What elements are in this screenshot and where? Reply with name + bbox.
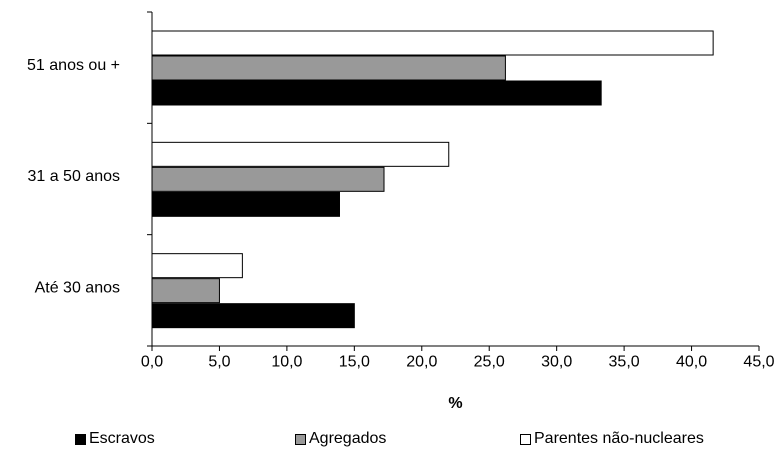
bar-escravos-2 (151, 303, 355, 329)
category-label: 31 a 50 anos (27, 168, 120, 185)
x-tick-label: 0,0 (141, 353, 163, 370)
category-label: 51 anos ou + (27, 57, 120, 74)
bar-escravos-1 (151, 191, 340, 217)
bar-agregados-1 (151, 166, 385, 192)
legend-swatch (75, 433, 86, 445)
x-tick-label: 15,0 (339, 353, 370, 370)
bar-parentes-n-o-nucleares-0 (151, 30, 714, 56)
bar-agregados-0 (151, 55, 506, 81)
bar-escravos-0 (151, 80, 602, 106)
x-tick-label: 20,0 (406, 353, 437, 370)
legend-label: Parentes não-nucleares (534, 430, 704, 447)
bar-agregados-2 (151, 278, 220, 304)
legend-swatch (520, 433, 531, 445)
legend-item: Parentes não-nucleares (520, 430, 704, 448)
legend-item: Escravos (75, 430, 155, 448)
legend-swatch (295, 433, 306, 445)
x-tick-label: 40,0 (676, 353, 707, 370)
bar-parentes-n-o-nucleares-1 (151, 141, 450, 167)
chart: 51 anos ou + 31 a 50 anos Até 30 anos 0,0 5,… (27, 11, 775, 412)
x-tick-label: 35,0 (609, 353, 640, 370)
legend-item: Agregados (295, 430, 386, 448)
category-label: Até 30 anos (35, 280, 120, 297)
bar-parentes-n-o-nucleares-2 (151, 253, 243, 279)
x-tick-label: 30,0 (541, 353, 572, 370)
x-tick-label: 5,0 (208, 353, 230, 370)
legend-label: Agregados (309, 430, 387, 447)
x-axis-title: % (448, 395, 462, 412)
x-tick-label: 45,0 (743, 353, 774, 370)
x-tick-label: 25,0 (474, 353, 505, 370)
x-tick-label: 10,0 (271, 353, 302, 370)
legend-label: Escravos (89, 430, 155, 447)
legend: Escravos Agregados Parentes não-nucleares (0, 430, 777, 454)
